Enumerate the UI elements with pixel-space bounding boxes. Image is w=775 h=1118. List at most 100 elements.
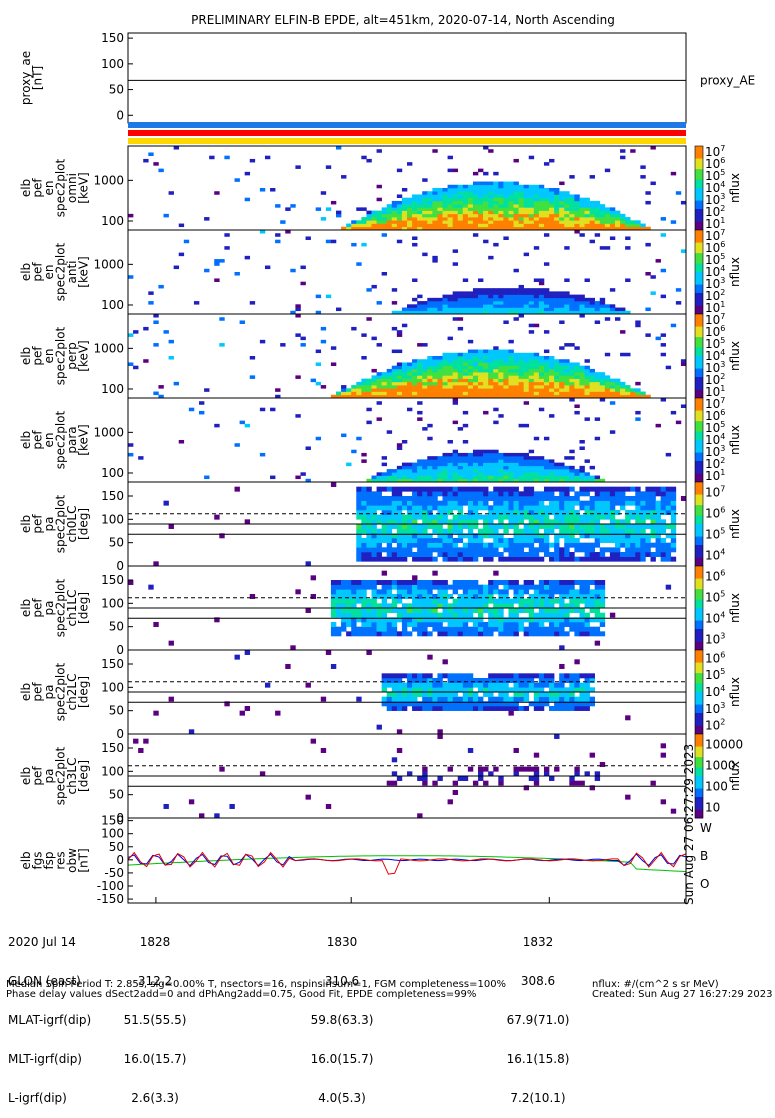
pa_ch0-cell (528, 514, 535, 520)
spec_anti-zlabel: nflux (728, 257, 742, 287)
spec_para-cell (523, 423, 530, 428)
pa_ch1-cell (371, 580, 377, 585)
pa_ch2-colorbar-cell (695, 692, 703, 695)
pa_ch0-cell (589, 500, 595, 506)
spec_perp-cell (452, 385, 459, 389)
spec_perp-cell (604, 317, 611, 321)
spec_perp-cell (569, 375, 575, 379)
spec_omni-cell (508, 207, 514, 211)
spec_omni-cell (412, 226, 418, 231)
spec_anti-cell (432, 259, 438, 263)
spec_anti-cell (680, 249, 687, 253)
pa_ch1-cell (437, 631, 443, 637)
pa_ch1-ylabel: pa (42, 601, 56, 616)
spec_omni-cell (483, 146, 489, 150)
spec_perp-cell (498, 359, 504, 363)
pa_ch2-cell (422, 687, 428, 693)
spec_perp-ylabel: [keV] (77, 340, 91, 371)
spec_para-cell (518, 423, 524, 428)
spec_omni-cell (488, 207, 494, 211)
spec_omni-cell (569, 220, 575, 224)
spec_anti-cell (564, 301, 570, 305)
pa_ch1-cell (351, 626, 357, 632)
spec_omni-cell (533, 200, 540, 205)
pa_ch0-cell (417, 505, 423, 511)
pa_ch0-cell (376, 547, 382, 553)
spec_omni-cell (625, 220, 631, 224)
pa_ch2-cell (564, 706, 570, 711)
pa_ch1-cell (457, 580, 464, 585)
spec_perp-cell (371, 391, 377, 396)
spec_perp-cell (467, 368, 474, 373)
pa_ch1-cell (549, 612, 555, 618)
spec_anti-cell (609, 304, 616, 308)
spec_para-cell (533, 478, 540, 483)
pa_ch0-colorbar-cell (695, 494, 703, 498)
pa_ch0-cell (533, 510, 540, 515)
spec_para-cell (447, 462, 453, 467)
pa_ch0-cell (503, 528, 509, 534)
pa_ch3-colorbar-cell (695, 761, 703, 764)
spec_omni-cell (488, 181, 494, 186)
pa_ch1-cell (579, 598, 585, 604)
spec_perp-cell (275, 394, 281, 399)
pa_ch1-cell (452, 622, 459, 627)
pa_ch0-cell (640, 505, 646, 511)
pa_ch0-cell (386, 510, 393, 515)
spec_perp-cell (543, 349, 550, 354)
spec_para-cell (432, 478, 438, 483)
spec_omni-colorbar-cell (695, 225, 703, 229)
spec_omni-cell (584, 217, 590, 221)
spec_perp-cell (569, 365, 575, 370)
spec_para-colorbar-cell (695, 412, 703, 416)
pa_ch0-cell (330, 482, 337, 487)
pa_ch2-cell (422, 673, 428, 679)
spec_perp-cell (457, 365, 464, 370)
pa_ch1-colorbar-cell (695, 645, 703, 649)
spec_perp-cell (447, 336, 453, 341)
spec_para-zbar-exp: 6 (720, 408, 725, 417)
spec_perp-cell (559, 375, 565, 379)
spec_omni-cell (478, 226, 484, 231)
spec_omni-cell (478, 204, 484, 208)
spec_para-colorbar-cell (695, 433, 703, 437)
spec_perp-cell (432, 381, 438, 386)
spec_para-cell (376, 401, 382, 405)
pa_ch0-colorbar-cell (695, 484, 703, 487)
pa_ch2-cell (391, 706, 398, 711)
pa_ch2-cell (584, 696, 590, 702)
spec_anti-colorbar-cell (695, 272, 703, 275)
spec_para-colorbar-cell (695, 425, 703, 428)
pa_ch0-cell (569, 486, 575, 492)
pa_ch0-cell (549, 524, 555, 529)
spec_para-cell (356, 436, 362, 441)
spec_omni-cell (503, 191, 509, 195)
spec_para-cell (538, 478, 545, 483)
pa_ch0-cell (366, 491, 372, 497)
spec_anti-cell (543, 291, 550, 295)
spec_omni-cell (609, 207, 616, 211)
pa_ch1-cell (386, 631, 393, 637)
pa_ch1-cell (462, 631, 469, 637)
pa_ch1-cell (356, 598, 362, 604)
pa_ch0-cell (518, 500, 524, 506)
spec_perp-colorbar-cell (695, 345, 703, 349)
pa_ch0-cell (660, 542, 667, 548)
pa_ch0-cell (401, 500, 408, 506)
pa_ch1-cell (346, 589, 352, 595)
spec_para-cell (366, 420, 372, 425)
spec_omni-cell (554, 220, 560, 224)
spec_para-cell (533, 462, 540, 467)
pa_ch0-cell (493, 510, 499, 515)
spec_perp-cell (564, 378, 570, 383)
pa_ch2-cell (437, 706, 443, 711)
pa_ch0-cell (472, 524, 479, 529)
pa_ch1-cell (376, 622, 382, 627)
spec_omni-cell (640, 165, 646, 169)
pa_ch1-cell (412, 594, 418, 599)
pa_ch1-cell (346, 631, 352, 637)
pa_ch0-cell (376, 486, 382, 492)
spec_anti-cell (483, 297, 489, 302)
pa_ch0-cell (412, 519, 418, 525)
spec_para-cell (554, 469, 560, 473)
